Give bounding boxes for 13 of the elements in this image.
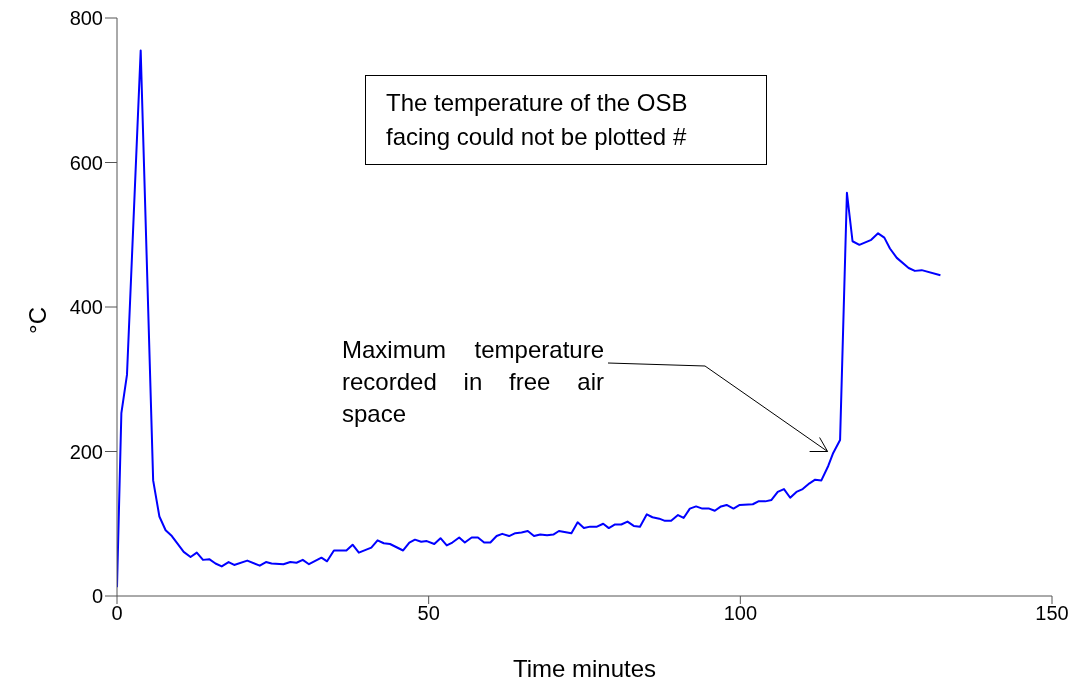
y-axis-title: °C xyxy=(23,307,51,334)
x-tick-label: 100 xyxy=(723,602,758,625)
text-box: The temperature of the OSB facing could not be plotted # xyxy=(365,75,767,165)
y-tick-label: 200 xyxy=(69,440,103,463)
x-axis-title: Time minutes xyxy=(512,655,657,683)
y-tick-label: 600 xyxy=(69,151,103,174)
y-tick-label: 400 xyxy=(69,296,103,319)
x-tick-label: 150 xyxy=(1035,602,1069,625)
y-tick-label: 800 xyxy=(69,7,103,30)
annotation: Maximum temperature recorded in free air space xyxy=(342,335,604,429)
x-tick-label: 50 xyxy=(417,602,440,625)
x-tick-label: 0 xyxy=(111,602,123,625)
y-tick-label: 0 xyxy=(91,585,103,608)
